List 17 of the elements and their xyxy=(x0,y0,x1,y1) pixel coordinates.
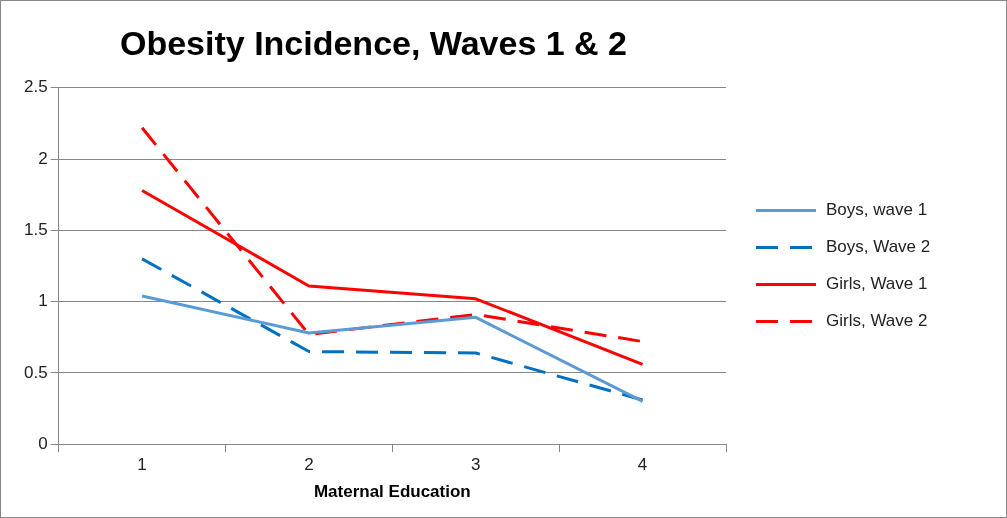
legend-label: Girls, Wave 1 xyxy=(826,274,928,294)
y-tick-label: 1.5 xyxy=(23,220,48,240)
legend-label: Boys, Wave 2 xyxy=(826,237,931,257)
chart-title: Obesity Incidence, Waves 1 & 2 xyxy=(119,23,628,62)
y-tick-label: 2 xyxy=(38,148,48,168)
legend-label: Boys, wave 1 xyxy=(826,200,928,220)
x-tick-label: 1 xyxy=(137,455,147,475)
x-tick-label: 3 xyxy=(471,455,481,475)
y-tick-label: 0 xyxy=(38,433,48,453)
y-tick-label: 2.5 xyxy=(23,77,48,97)
x-axis-title: Maternal Education xyxy=(313,482,471,502)
y-tick-label: 0.5 xyxy=(23,362,48,382)
legend-label: Girls, Wave 2 xyxy=(826,311,928,331)
x-tick-label: 4 xyxy=(637,455,648,475)
line-series xyxy=(140,257,645,402)
x-tick-label: 2 xyxy=(304,455,314,475)
y-tick-label: 1 xyxy=(38,291,48,311)
